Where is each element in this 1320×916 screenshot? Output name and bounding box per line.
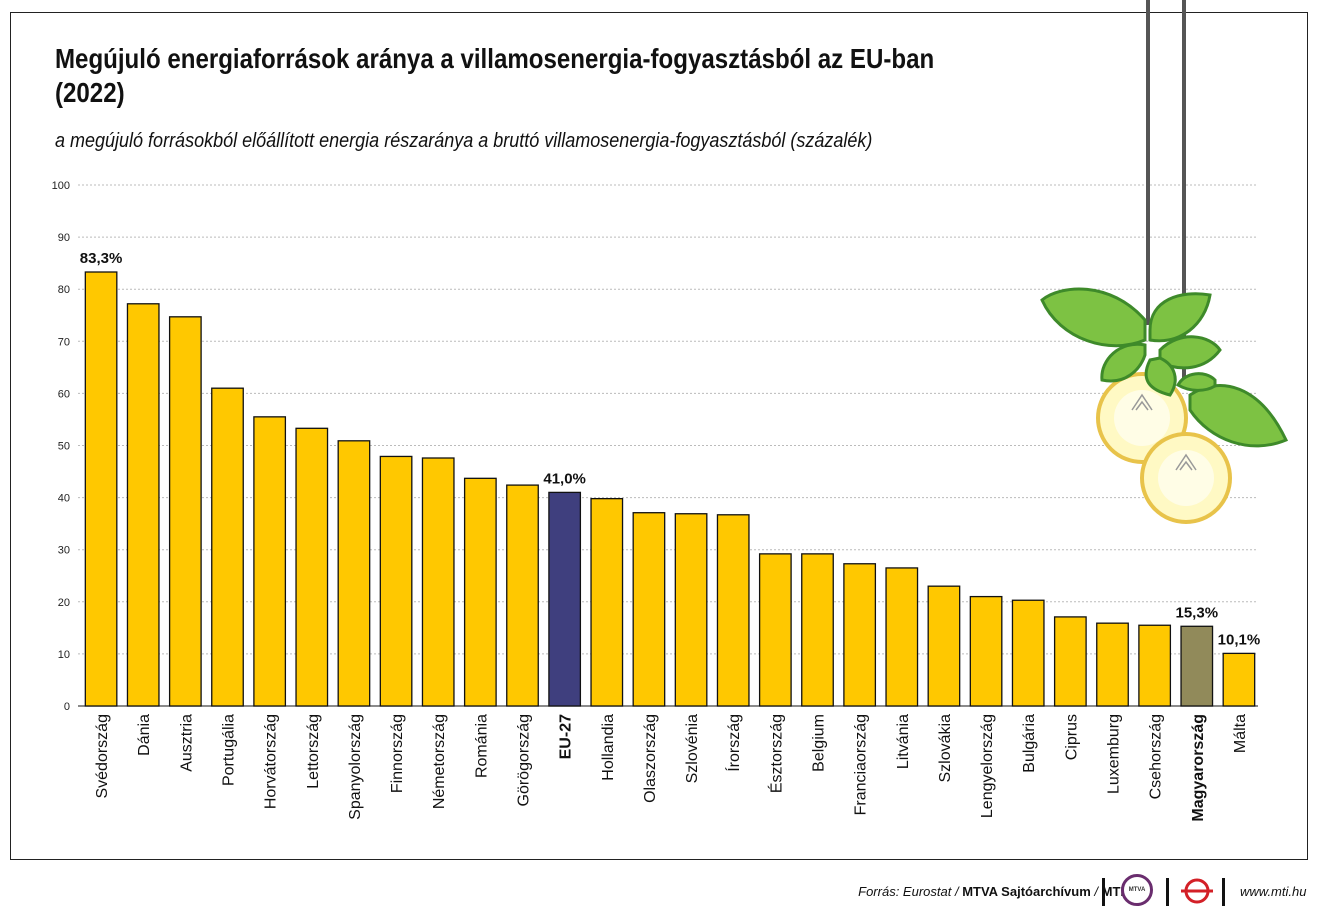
bar <box>168 316 202 707</box>
bar <box>716 514 750 707</box>
bar <box>885 567 919 707</box>
y-tick-label: 90 <box>58 232 70 244</box>
x-tick-label: Lettország <box>305 714 322 789</box>
y-tick-label: 0 <box>64 701 70 713</box>
bar <box>337 440 371 707</box>
source-archive: MTVA Sajtóarchívum <box>962 884 1091 899</box>
bar <box>843 563 877 707</box>
bar <box>1053 616 1087 707</box>
bar <box>969 595 1003 707</box>
x-tick-label: Németország <box>431 714 448 809</box>
x-tick-label: Portugália <box>221 714 238 786</box>
source-separator: / <box>1090 884 1102 899</box>
x-tick-label: Írország <box>724 714 743 772</box>
bar <box>126 303 160 707</box>
website-url: www.mti.hu <box>1240 884 1307 899</box>
bar <box>1138 624 1172 707</box>
bar <box>379 455 413 707</box>
x-tick-label: Csehország <box>1148 714 1165 799</box>
x-tick-label: Ciprus <box>1063 714 1080 760</box>
divider <box>1102 878 1105 906</box>
data-label: 15,3% <box>1176 604 1219 621</box>
y-tick-label: 60 <box>58 388 70 400</box>
x-tick-label: Ausztria <box>178 714 195 772</box>
x-axis-ticks: Svédország Dánia Ausztria Portugália Horváto… <box>94 714 1249 822</box>
chart-subtitle: a megújuló forrásokból előállított energ… <box>55 130 873 152</box>
y-tick-label: 100 <box>52 180 70 192</box>
divider <box>1222 878 1225 906</box>
y-tick-label: 70 <box>58 336 70 348</box>
x-tick-label: Svédország <box>94 714 111 799</box>
data-label: 41,0% <box>543 470 586 487</box>
x-tick-label: Málta <box>1232 714 1249 753</box>
x-tick-label: Szlovénia <box>684 714 701 783</box>
bar <box>758 553 792 707</box>
bars <box>84 271 1256 707</box>
bar <box>1011 599 1045 707</box>
x-tick-label: Románia <box>473 714 490 778</box>
y-tick-label: 30 <box>58 545 70 557</box>
bar <box>1222 652 1256 707</box>
x-tick-label: Horvátország <box>263 714 280 809</box>
source-prefix: Forrás: Eurostat / <box>858 884 963 899</box>
x-tick-label: Litvánia <box>895 714 912 769</box>
x-tick-label: Észtország <box>766 714 785 793</box>
bar <box>84 271 118 707</box>
bar <box>590 497 624 707</box>
light-bulb-decoration <box>1040 0 1289 524</box>
x-tick-label: Spanyolország <box>347 714 364 820</box>
bar <box>548 491 582 707</box>
chart-title: Megújuló energiaforrások aránya a villam… <box>55 42 984 110</box>
bar <box>801 553 834 707</box>
x-tick-label: EU-27 <box>558 714 575 759</box>
bar <box>463 477 497 707</box>
x-tick-label: Olaszország <box>642 714 659 803</box>
bar <box>927 585 961 707</box>
chart-frame <box>10 12 1308 860</box>
x-tick-label: Szlovákia <box>937 714 954 783</box>
y-tick-label: 10 <box>58 649 70 661</box>
x-tick-label: Franciaország <box>853 714 870 815</box>
data-labels: 83,3% 41,0% 15,3% 10,1% <box>80 250 1260 648</box>
bar <box>632 512 666 707</box>
bar <box>674 513 708 707</box>
y-axis-ticks: 0 10 20 30 40 50 60 70 80 90 100 <box>52 180 70 713</box>
mtva-logo: MTVA <box>1121 874 1153 906</box>
x-tick-label: Magyarország <box>1190 714 1207 822</box>
source-mti: MTI <box>1101 884 1124 899</box>
x-tick-label: Belgium <box>811 714 828 772</box>
x-tick-label: Bulgária <box>1021 714 1038 773</box>
x-tick-label: Görögország <box>516 714 533 807</box>
y-tick-label: 80 <box>58 284 70 296</box>
y-tick-label: 50 <box>58 441 70 453</box>
source-text: Forrás: Eurostat / MTVA Sajtóarchívum / … <box>858 884 1124 899</box>
leaf-icon <box>1040 287 1289 448</box>
x-tick-label: Hollandia <box>600 714 617 781</box>
data-label: 10,1% <box>1218 631 1261 648</box>
bar <box>1096 622 1129 707</box>
mti-logo <box>1181 878 1213 904</box>
footer: Forrás: Eurostat / MTVA Sajtóarchívum / … <box>0 868 1320 916</box>
bar-chart: 0 10 20 30 40 50 60 70 80 90 100 83,3% 41,0% 15,3% 10… <box>52 0 1289 822</box>
x-tick-label: Dánia <box>136 714 153 756</box>
bar <box>506 484 539 707</box>
bar <box>421 457 455 707</box>
bar <box>211 387 244 707</box>
light-bulb-icon <box>1140 432 1232 524</box>
x-tick-label: Lengyelország <box>979 714 996 818</box>
x-tick-label: Finnország <box>389 714 406 793</box>
bar <box>253 416 287 707</box>
bar <box>1180 625 1214 707</box>
title-line-1: Megújuló energiaforrások aránya a villam… <box>55 43 935 74</box>
data-label: 83,3% <box>80 250 123 267</box>
y-tick-label: 40 <box>58 493 70 505</box>
y-tick-label: 20 <box>58 597 70 609</box>
divider <box>1166 878 1169 906</box>
x-tick-label: Luxemburg <box>1106 714 1123 794</box>
title-line-2: (2022) <box>55 77 125 108</box>
bar <box>295 427 329 707</box>
